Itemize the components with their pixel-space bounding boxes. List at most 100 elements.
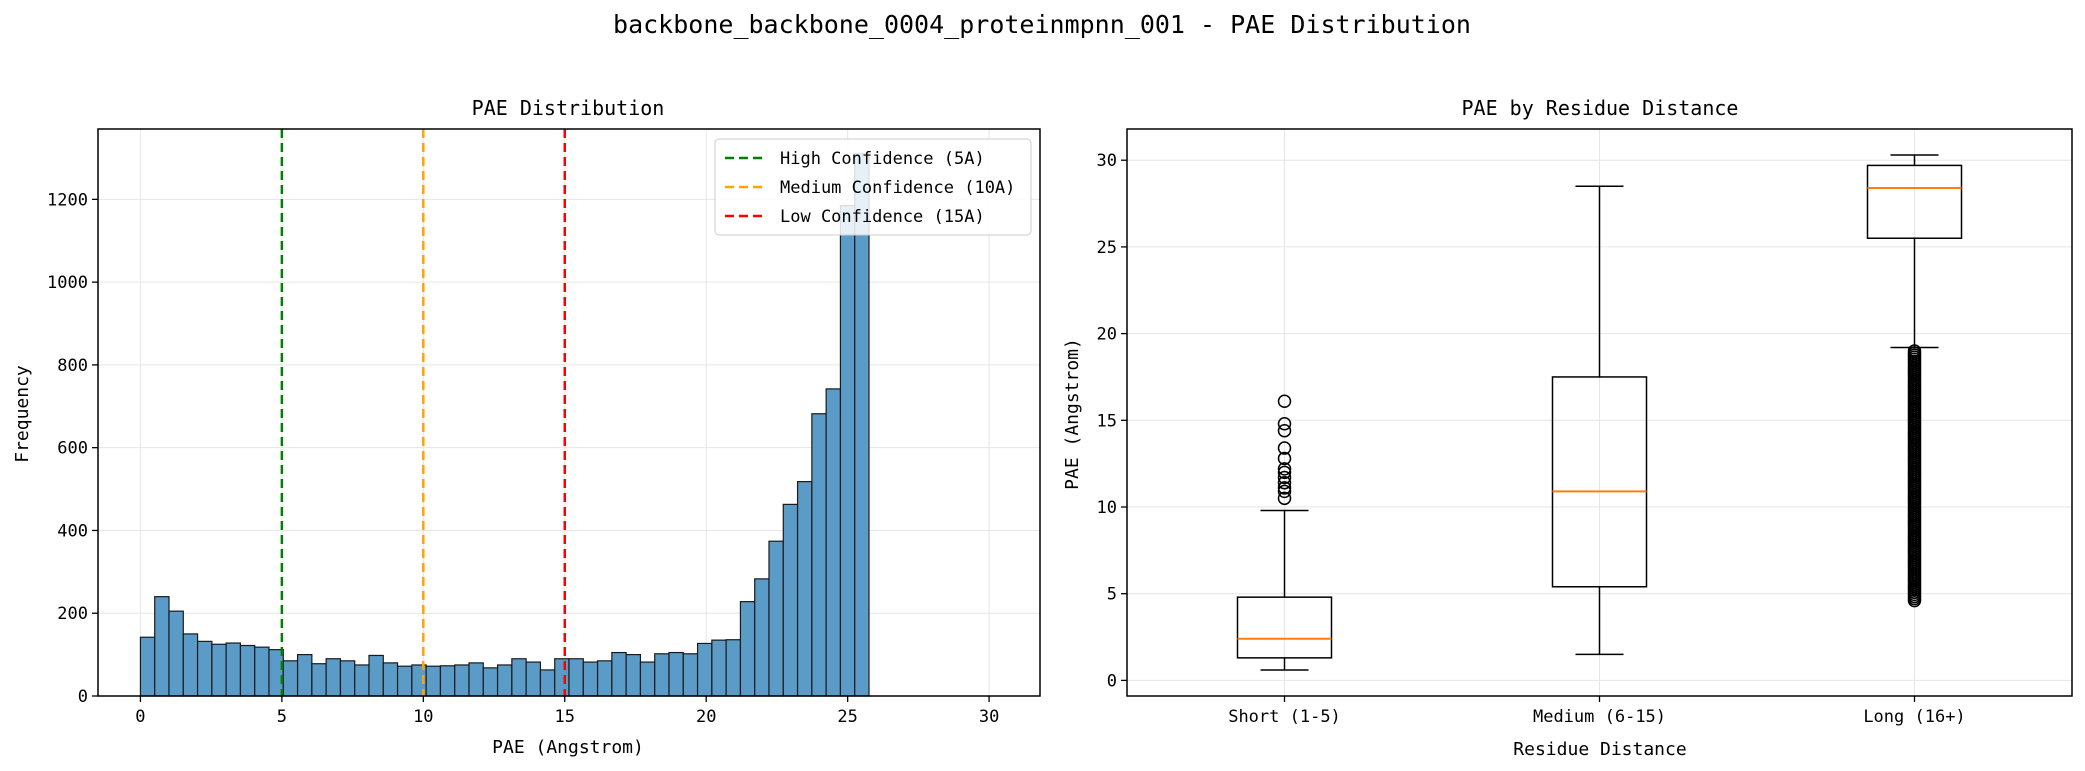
histogram-bar — [554, 658, 570, 697]
y-tick-label: 400 — [57, 521, 88, 541]
legend-label: Medium Confidence (10A) — [780, 178, 1015, 198]
reference-lines — [280, 129, 567, 696]
box-iqr — [1236, 596, 1333, 659]
histogram-bar — [539, 669, 556, 697]
histogram-bar — [625, 654, 642, 697]
histogram-bar — [496, 664, 513, 697]
histogram-bar — [796, 481, 813, 697]
outlier-point — [1277, 417, 1292, 431]
boxplot-title: PAE by Residue Distance — [1462, 96, 1739, 120]
outlier-point — [1277, 394, 1292, 408]
histogram-bar — [196, 640, 213, 697]
histogram-xlabel: PAE (Angstrom) — [492, 737, 644, 758]
boxplot-chart: PAE by Residue Distance Short (1-5) Mediu… — [1062, 96, 2073, 760]
histogram-chart: PAE Distribution 0 5 10 15 20 25 30 0 200 400 600 8… — [12, 96, 1041, 758]
boxplot-xlabel: Residue Distance — [1513, 739, 1686, 760]
outlier-point — [1277, 423, 1292, 438]
histogram-bar — [654, 653, 670, 697]
histogram-bar — [582, 661, 599, 697]
x-tick-label: Short (1-5) — [1228, 707, 1341, 727]
box-iqr — [1866, 164, 1963, 239]
x-tick-label: 20 — [696, 707, 716, 727]
histogram-bar — [182, 633, 199, 697]
y-tick-label: 25 — [1097, 238, 1117, 258]
histogram-bar — [639, 661, 656, 697]
outlier-point — [1277, 465, 1292, 480]
y-tick-label: 20 — [1097, 325, 1117, 345]
x-tick-label: 15 — [555, 707, 575, 727]
histogram-bar — [839, 204, 856, 697]
histogram-bar — [682, 653, 699, 697]
histogram-bar — [239, 644, 256, 697]
histogram-bar — [568, 658, 584, 697]
histogram-bar — [454, 664, 470, 697]
outlier-point — [1277, 441, 1292, 455]
histogram-bar — [439, 665, 456, 697]
histogram-bar — [382, 662, 399, 697]
histogram-bar — [596, 660, 613, 697]
histogram-bar — [368, 654, 384, 697]
outlier-point — [1277, 481, 1292, 495]
y-tick-label: 0 — [78, 687, 88, 707]
histogram-bar — [711, 639, 727, 697]
y-tick-label: 0 — [1107, 671, 1117, 691]
box-group — [1551, 185, 1648, 656]
histogram-bar — [154, 596, 170, 697]
histogram-legend: High Confidence (5A) Medium Confidence (1… — [714, 138, 1032, 236]
histogram-bar — [354, 664, 370, 697]
x-tick-label: 5 — [277, 707, 287, 727]
histogram-bar — [339, 660, 356, 697]
y-tick-label: 1200 — [47, 190, 88, 210]
histogram-bar — [396, 665, 413, 697]
histogram-bar — [668, 651, 684, 697]
histogram-bar — [311, 663, 327, 697]
outlier-point — [1277, 475, 1292, 490]
legend-box — [714, 138, 1032, 236]
y-tick-label: 10 — [1097, 498, 1117, 518]
outlier-point — [1277, 491, 1292, 506]
histogram-bar — [425, 665, 442, 697]
figure-title: backbone_backbone_0004_proteinmpnn_001 -… — [613, 10, 1471, 39]
outlier-point — [1277, 451, 1292, 466]
x-tick-label: 10 — [413, 707, 433, 727]
box-group — [1866, 154, 1963, 608]
histogram-bar — [225, 642, 242, 697]
x-tick-label: 0 — [135, 707, 145, 727]
histogram-bar — [168, 610, 184, 697]
histogram-bar — [211, 643, 227, 697]
x-tick-label: 25 — [837, 707, 857, 727]
y-tick-label: 200 — [57, 604, 88, 624]
outlier-point — [1277, 484, 1292, 499]
histogram-bar — [768, 540, 784, 697]
histogram-bar — [725, 639, 742, 697]
boxplot-axes: Short (1-5) Medium (6-15) Long (16+) 0 5 10 15… — [1097, 128, 2073, 727]
histogram-bar — [296, 654, 313, 697]
legend-label: High Confidence (5A) — [780, 149, 985, 169]
histogram-bar — [468, 662, 484, 697]
histogram-ylabel: Frequency — [12, 365, 33, 463]
histogram-bar — [754, 578, 770, 697]
histogram-bar — [611, 651, 627, 697]
y-tick-label: 1000 — [47, 273, 88, 293]
x-tick-label: Medium (6-15) — [1533, 707, 1666, 727]
histogram-bar — [825, 388, 842, 697]
boxplot-ylabel: PAE (Angstrom) — [1062, 338, 1083, 490]
y-tick-label: 5 — [1107, 585, 1117, 605]
x-tick-label: 30 — [979, 707, 999, 727]
histogram-bar — [739, 601, 756, 697]
histogram-bar — [482, 667, 499, 697]
histogram-title: PAE Distribution — [472, 96, 665, 120]
histogram-bar — [696, 642, 713, 697]
x-tick-label: Long (16+) — [1863, 707, 1965, 727]
histogram-bar — [325, 658, 342, 697]
outlier-point — [1277, 470, 1292, 485]
histogram-bar — [282, 660, 299, 697]
histogram-bar — [525, 661, 542, 697]
box-iqr — [1551, 376, 1648, 588]
box-group — [1236, 394, 1333, 671]
histogram-bars — [139, 153, 870, 697]
y-tick-label: 15 — [1097, 411, 1117, 431]
plot-frame — [97, 128, 1041, 697]
histogram-bar — [782, 503, 799, 697]
